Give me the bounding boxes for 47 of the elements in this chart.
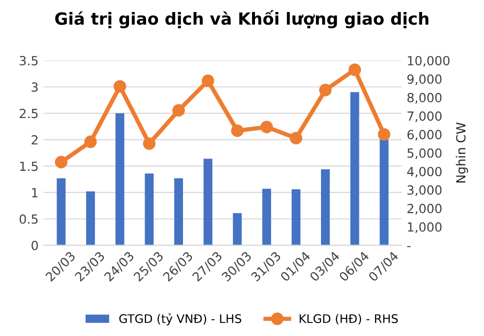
point bbox=[348, 63, 361, 76]
chart-title: Giá trị giao dịch và Khối lượng giao dịch bbox=[55, 10, 428, 28]
point bbox=[114, 80, 126, 93]
bar bbox=[204, 158, 212, 246]
y2-tick-label: 3,000 bbox=[408, 185, 442, 196]
point bbox=[260, 120, 273, 134]
legend-label: KLGD (HĐ) - RHS bbox=[300, 314, 398, 324]
bar bbox=[144, 173, 154, 246]
bar bbox=[86, 191, 95, 246]
y-tick-label: 3.5 bbox=[20, 56, 38, 66]
y-tick-label: 0 bbox=[32, 240, 38, 250]
point bbox=[142, 137, 156, 150]
bar bbox=[115, 113, 124, 246]
y-tick-label: 2 bbox=[32, 135, 38, 144]
bar bbox=[292, 189, 300, 246]
y2-tick-label: 8,000 bbox=[407, 92, 442, 104]
y2-tick-label: - bbox=[407, 246, 410, 248]
bar bbox=[56, 178, 66, 246]
bar bbox=[380, 140, 389, 246]
y2-axis-title: Nghin CW bbox=[456, 122, 468, 182]
y2-tick-label: 7,000 bbox=[408, 111, 442, 122]
y2-tick-label: 1,000 bbox=[408, 222, 442, 233]
y-tick-label: 0.5 bbox=[20, 214, 38, 224]
bar bbox=[232, 213, 242, 246]
y-tick-label: 3 bbox=[32, 82, 38, 92]
y2-tick-label: 5,000 bbox=[408, 148, 442, 160]
y2-tick-label: 10,000 bbox=[408, 56, 450, 67]
y-tick-label: 1 bbox=[32, 188, 38, 198]
point bbox=[172, 104, 185, 117]
point bbox=[319, 84, 332, 96]
y2-tick-label: 6,000 bbox=[407, 130, 442, 141]
bar bbox=[174, 178, 184, 246]
y2-tick-label: 2,000 bbox=[407, 204, 442, 215]
point bbox=[84, 136, 97, 148]
y-tick-label: 2.5 bbox=[20, 108, 38, 118]
point bbox=[231, 124, 244, 137]
point bbox=[378, 128, 390, 141]
bar bbox=[350, 92, 360, 246]
point bbox=[290, 132, 302, 144]
point bbox=[202, 74, 214, 88]
y2-tick-label: 4,000 bbox=[407, 166, 442, 178]
point bbox=[54, 156, 68, 168]
bar bbox=[262, 188, 272, 246]
bar bbox=[320, 169, 330, 246]
legend-label: GTGD (tỷ VNĐ) - LHS bbox=[119, 313, 242, 326]
y2-tick-label: 9,000 bbox=[407, 74, 442, 86]
y-tick-label: 1.5 bbox=[20, 162, 38, 172]
